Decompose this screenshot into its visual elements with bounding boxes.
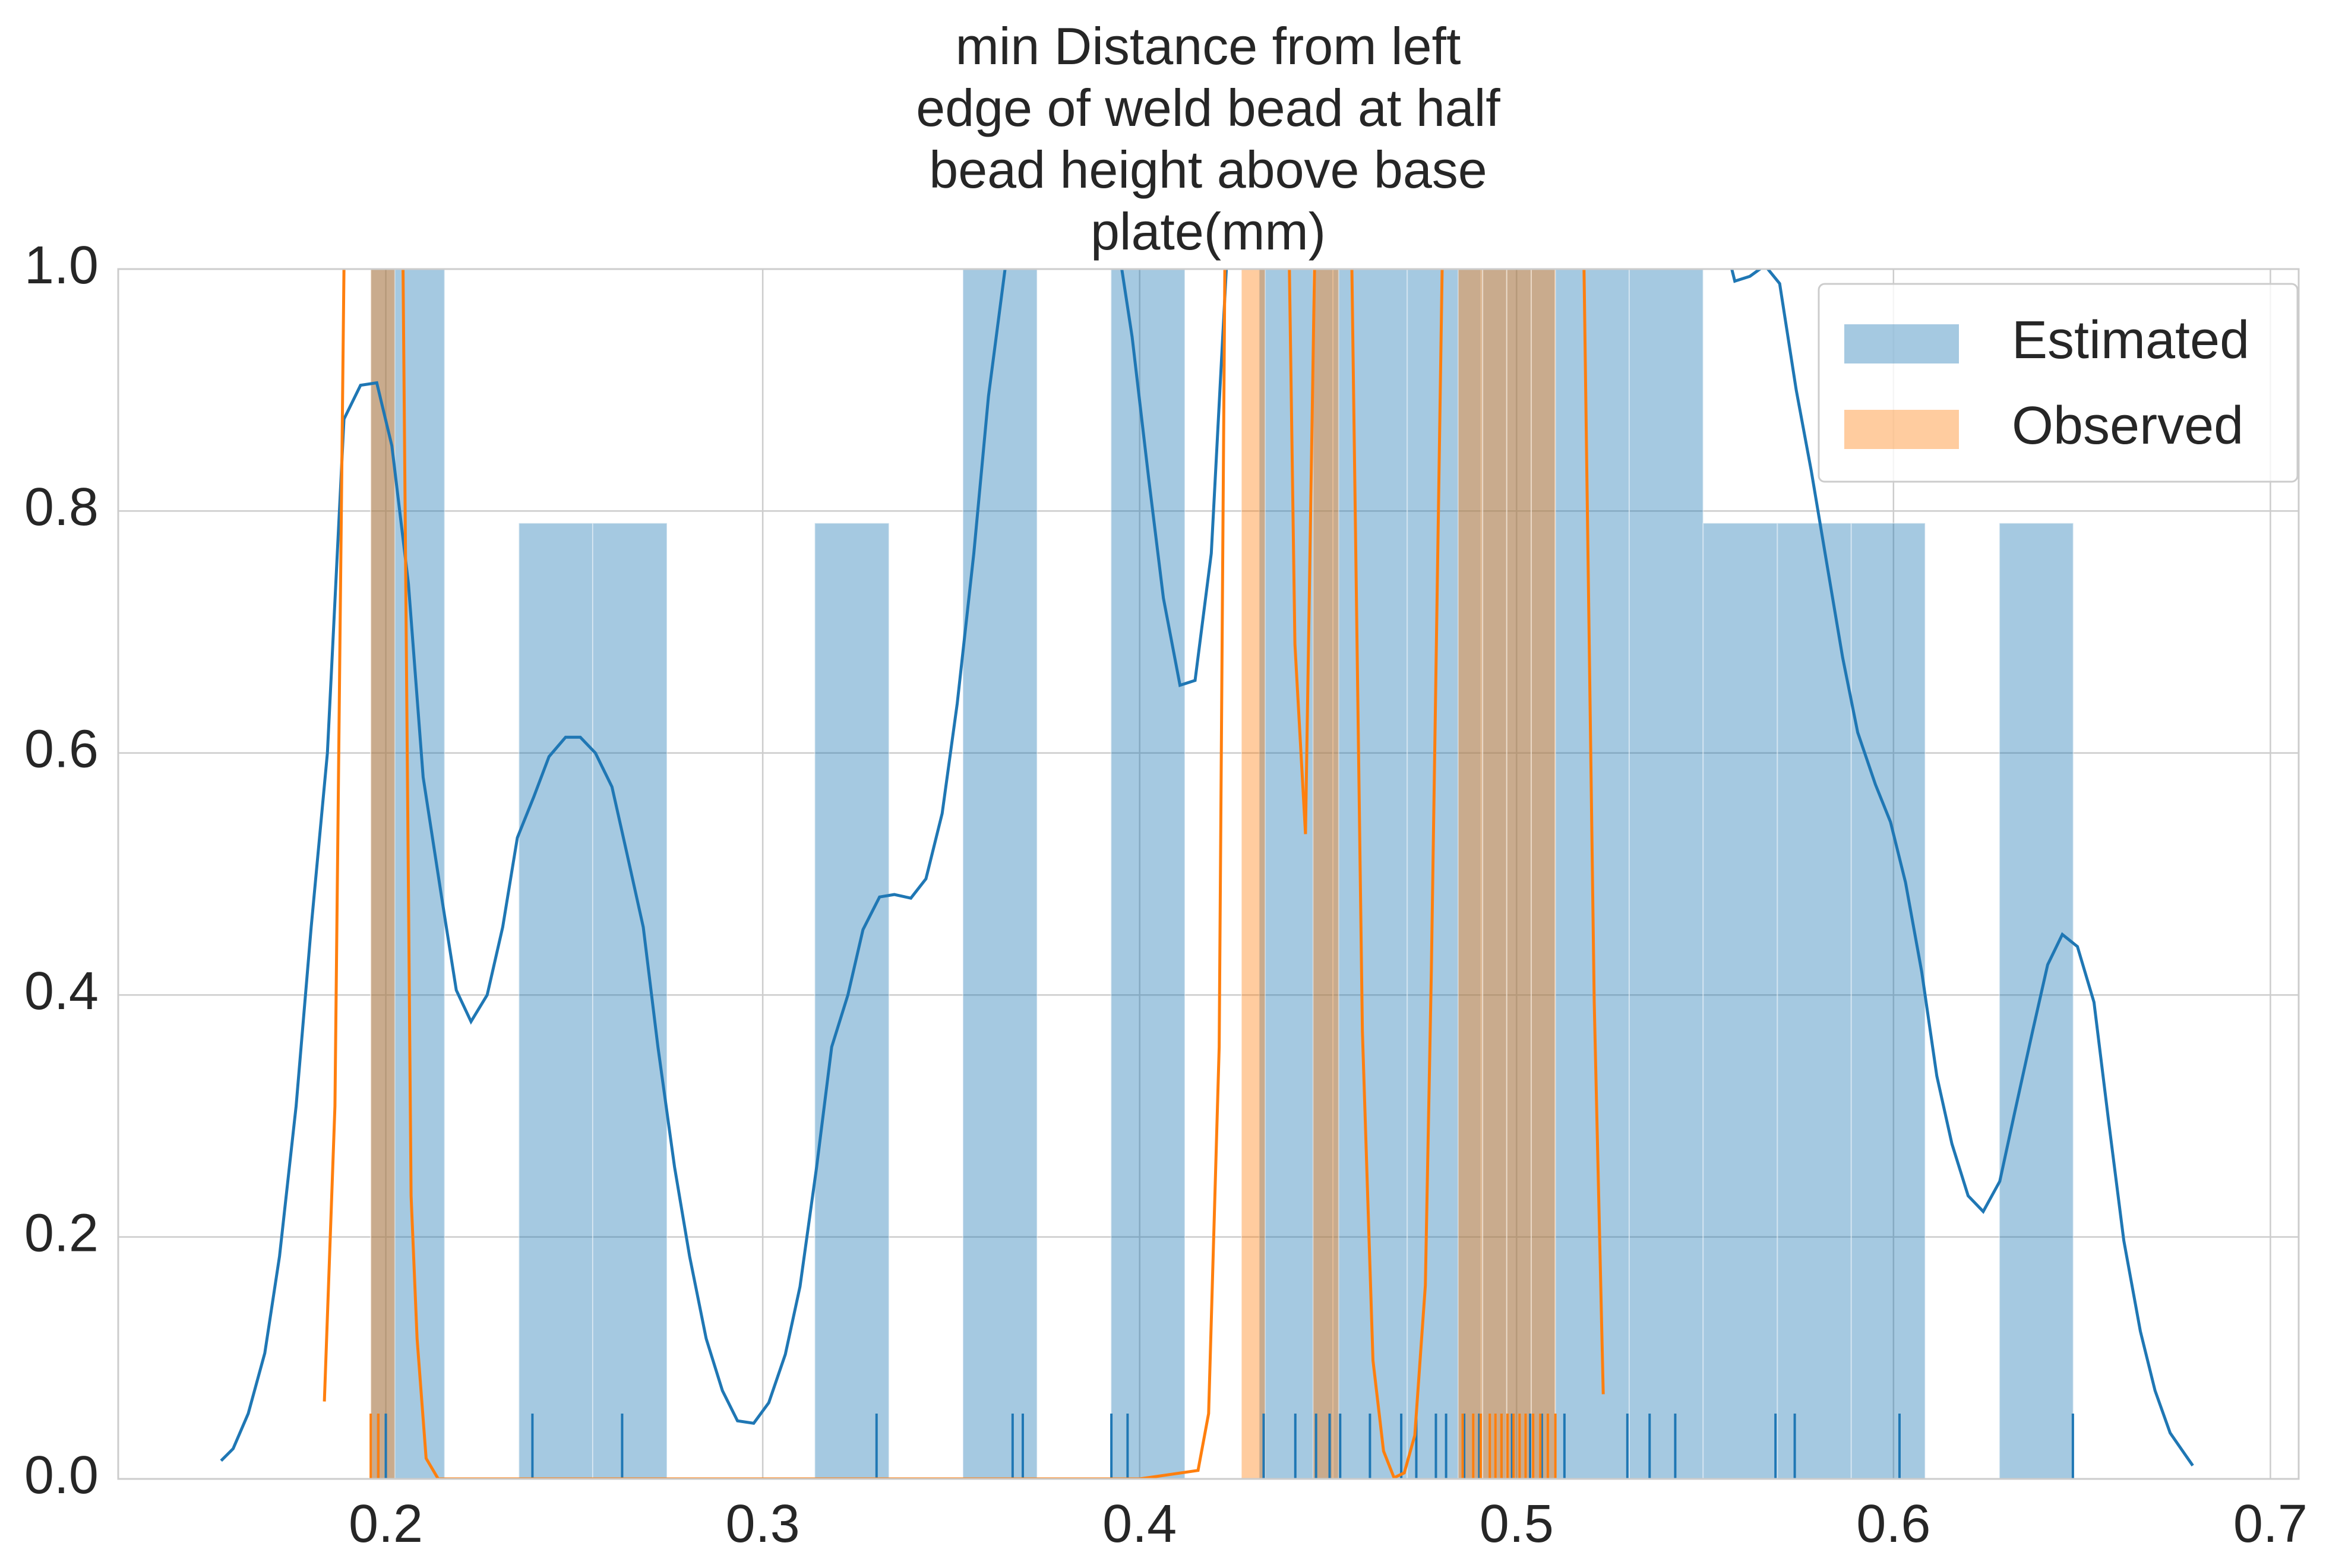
histogram-bar: [1457, 269, 1484, 1479]
kde-line: [323, 269, 1605, 1479]
y-tick-label: 0.4: [24, 962, 99, 1021]
axes-frame: [117, 268, 2300, 1480]
kde-line: [220, 269, 2194, 1467]
histogram-bar: [1531, 269, 1556, 1479]
histogram-bar: [1777, 522, 1852, 1479]
legend-swatch: [1844, 324, 1959, 363]
y-tick-label: 0.8: [24, 478, 99, 537]
histogram-bar: [1628, 269, 1704, 1479]
histogram-bar: [1258, 269, 1334, 1479]
y-tick-label: 1.0: [24, 236, 99, 295]
histogram-bar: [518, 522, 593, 1479]
histogram-bar: [1999, 522, 2074, 1479]
y-tick-label: 0.0: [24, 1446, 99, 1505]
legend: Estimated Observed: [1818, 283, 2299, 483]
histogram-bar: [1702, 522, 1778, 1479]
histogram-bar: [1480, 269, 1556, 1479]
histogram-bar: [1506, 269, 1532, 1479]
x-tick-label: 0.4: [1102, 1494, 1177, 1554]
chart-title: min Distance from left edge of weld bead…: [916, 17, 1500, 261]
x-tick-label: 0.2: [349, 1494, 423, 1554]
x-tick-label: 0.7: [2233, 1494, 2308, 1554]
ticks: 0.0 0.2 0.4 0.6 0.8 1.0 0.2 0.3 0.4 0.5 0.6 0.7: [24, 236, 2308, 1554]
histogram-bar: [370, 269, 396, 1479]
histogram-bar: [962, 269, 1038, 1479]
histogram-bar: [1850, 522, 1926, 1479]
y-tick-label: 0.6: [24, 720, 99, 779]
x-tick-label: 0.3: [726, 1494, 800, 1554]
histogram-bar: [1312, 269, 1339, 1479]
x-tick-label: 0.6: [1856, 1494, 1930, 1554]
legend-swatch: [1844, 410, 1959, 449]
legend-label: Estimated: [2012, 311, 2249, 370]
histogram-bar: [1407, 269, 1482, 1479]
histogram-bar: [592, 522, 668, 1479]
x-tick-label: 0.5: [1480, 1494, 1554, 1554]
histogram-bar: [1241, 269, 1266, 1479]
legend-frame: [1818, 283, 2299, 483]
grid: [118, 268, 2299, 1480]
histogram-bar: [1482, 269, 1508, 1479]
histogram-bar: [814, 522, 890, 1479]
legend-label: Observed: [2012, 396, 2243, 456]
plot: [220, 269, 2194, 1479]
y-tick-label: 0.2: [24, 1203, 99, 1263]
